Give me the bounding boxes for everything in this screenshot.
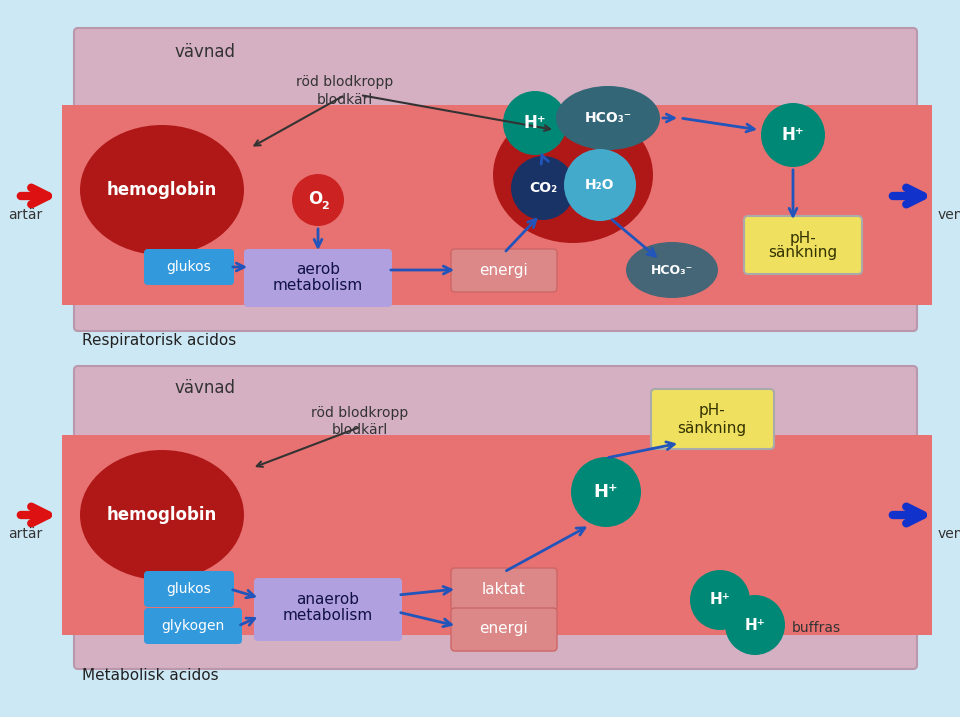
Circle shape bbox=[571, 457, 641, 527]
Circle shape bbox=[690, 570, 750, 630]
Ellipse shape bbox=[556, 86, 660, 150]
Circle shape bbox=[725, 595, 785, 655]
Ellipse shape bbox=[80, 125, 244, 255]
Text: glykogen: glykogen bbox=[161, 619, 225, 633]
Ellipse shape bbox=[626, 242, 718, 298]
Circle shape bbox=[292, 174, 344, 226]
Text: H⁺: H⁺ bbox=[781, 126, 804, 144]
Text: H₂O: H₂O bbox=[586, 178, 614, 192]
Text: blodkärl: blodkärl bbox=[317, 93, 373, 107]
Circle shape bbox=[511, 156, 575, 220]
Text: aerob: aerob bbox=[296, 262, 340, 277]
Text: metabolism: metabolism bbox=[273, 277, 363, 293]
FancyBboxPatch shape bbox=[244, 249, 392, 307]
Text: sänkning: sänkning bbox=[678, 420, 747, 435]
Text: H⁺: H⁺ bbox=[709, 592, 731, 607]
FancyBboxPatch shape bbox=[651, 389, 774, 449]
Text: Metabolisk acidos: Metabolisk acidos bbox=[82, 668, 219, 683]
FancyBboxPatch shape bbox=[74, 28, 917, 331]
Text: buffras: buffras bbox=[792, 621, 841, 635]
FancyBboxPatch shape bbox=[451, 608, 557, 651]
Text: pH-: pH- bbox=[699, 404, 726, 419]
Text: hemoglobin: hemoglobin bbox=[107, 506, 217, 524]
Text: anaerob: anaerob bbox=[297, 592, 359, 607]
Text: röd blodkropp: röd blodkropp bbox=[311, 406, 409, 420]
Text: energi: energi bbox=[480, 262, 528, 277]
Bar bbox=[62, 435, 932, 635]
Text: ven: ven bbox=[938, 208, 960, 222]
Text: H⁺: H⁺ bbox=[593, 483, 618, 501]
Text: 2: 2 bbox=[322, 201, 329, 211]
Text: vävnad: vävnad bbox=[175, 43, 235, 61]
Bar bbox=[62, 105, 932, 305]
Circle shape bbox=[503, 91, 567, 155]
Text: laktat: laktat bbox=[482, 581, 526, 597]
Text: energi: energi bbox=[480, 622, 528, 637]
Ellipse shape bbox=[80, 450, 244, 580]
Text: HCO₃⁻: HCO₃⁻ bbox=[651, 264, 693, 277]
FancyBboxPatch shape bbox=[744, 216, 862, 274]
Ellipse shape bbox=[493, 107, 653, 243]
Text: glukos: glukos bbox=[167, 260, 211, 274]
Circle shape bbox=[761, 103, 825, 167]
Text: Respiratorisk acidos: Respiratorisk acidos bbox=[82, 333, 236, 348]
Text: artär: artär bbox=[8, 527, 42, 541]
Text: H⁺: H⁺ bbox=[524, 114, 546, 132]
Text: röd blodkropp: röd blodkropp bbox=[297, 75, 394, 89]
Text: ven: ven bbox=[938, 527, 960, 541]
Text: artär: artär bbox=[8, 208, 42, 222]
Text: H⁺: H⁺ bbox=[745, 617, 765, 632]
Text: sänkning: sänkning bbox=[768, 245, 837, 260]
Circle shape bbox=[564, 149, 636, 221]
Text: blodkärl: blodkärl bbox=[332, 423, 388, 437]
FancyBboxPatch shape bbox=[451, 568, 557, 611]
Text: vävnad: vävnad bbox=[175, 379, 235, 397]
Text: glukos: glukos bbox=[167, 582, 211, 596]
Text: metabolism: metabolism bbox=[283, 609, 373, 624]
Text: CO₂: CO₂ bbox=[529, 181, 557, 195]
FancyBboxPatch shape bbox=[144, 249, 234, 285]
FancyBboxPatch shape bbox=[144, 608, 242, 644]
FancyBboxPatch shape bbox=[451, 249, 557, 292]
FancyBboxPatch shape bbox=[74, 366, 917, 669]
FancyBboxPatch shape bbox=[254, 578, 402, 641]
Text: O: O bbox=[308, 190, 323, 208]
Text: pH-: pH- bbox=[790, 230, 816, 245]
FancyBboxPatch shape bbox=[144, 571, 234, 607]
Text: HCO₃⁻: HCO₃⁻ bbox=[585, 111, 632, 125]
Text: hemoglobin: hemoglobin bbox=[107, 181, 217, 199]
